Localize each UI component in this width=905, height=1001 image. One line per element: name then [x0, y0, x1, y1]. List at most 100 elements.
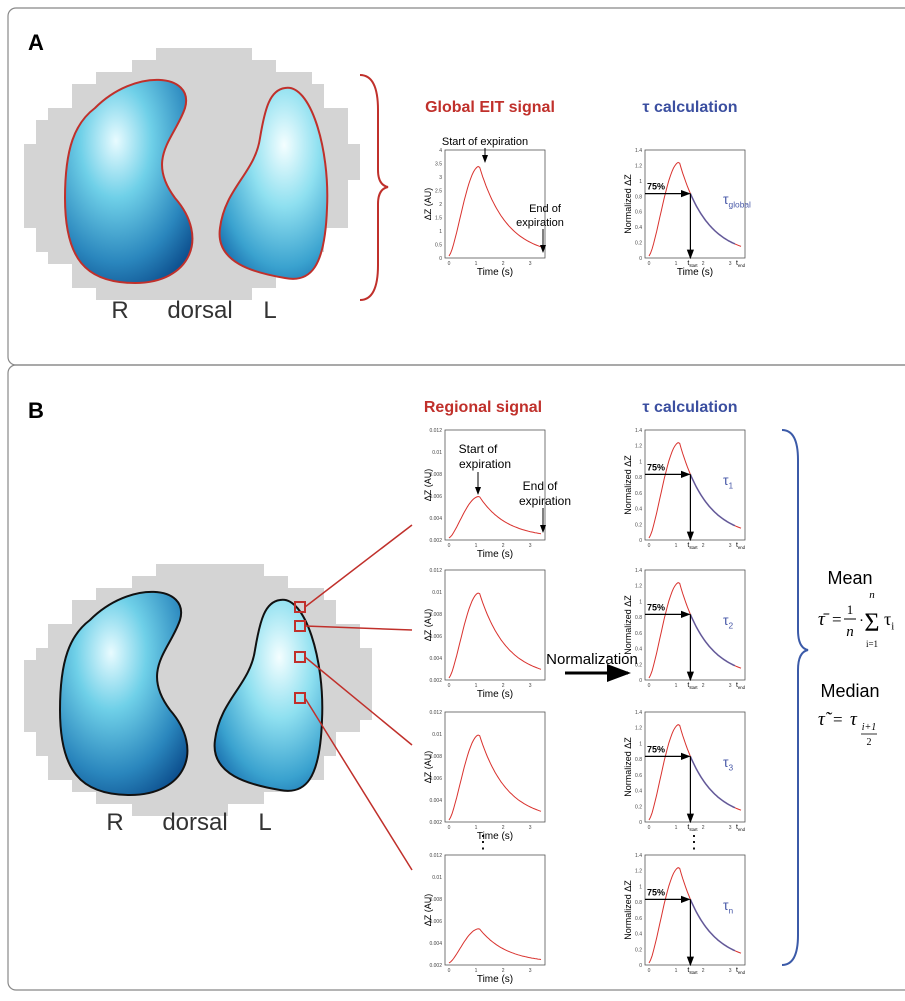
t-end: tend: [736, 824, 746, 832]
y-axis-label: ΔZ (AU): [423, 609, 433, 642]
figure: A Rdorsal L Global EIT signal τ calculation 0…: [0, 0, 905, 996]
x-tick-label: 3: [729, 968, 732, 974]
annotation: Start of expiration: [442, 136, 528, 148]
y-tick-label: 3: [439, 175, 442, 181]
y-tick-label: 0.2: [635, 522, 642, 528]
annotation: expiration: [459, 457, 511, 471]
x-axis-label: Time (s): [477, 689, 513, 700]
y-tick-label: 1: [639, 459, 642, 465]
y-tick-label: 0: [639, 256, 642, 262]
y-tick-label: 0.012: [429, 710, 442, 716]
y-tick-label: 1: [439, 229, 442, 235]
y-tick-label: 4: [439, 148, 442, 154]
plot-title: τ calculation: [642, 399, 737, 416]
x-tick-label: 0: [448, 968, 451, 974]
y-axis-label: ΔZ (AU): [423, 188, 433, 221]
t-start: tstart: [687, 542, 698, 550]
y-axis-label: Normalized ΔZ: [623, 455, 633, 515]
y-tick-label: 0.012: [429, 568, 442, 574]
percent-label: 75%: [647, 887, 665, 897]
t-start-sub: start: [689, 970, 698, 975]
t-end-sub: end: [738, 827, 746, 832]
tau-label-sub: global: [729, 200, 751, 210]
x-axis-label: Time (s): [477, 267, 513, 278]
y-axis-label: ΔZ (AU): [423, 894, 433, 927]
x-tick-label: 1: [675, 968, 678, 974]
x-tick-label: 3: [729, 683, 732, 689]
t-start-sub: start: [689, 685, 698, 690]
t-end-sub: end: [738, 545, 746, 550]
y-tick-label: 0: [639, 820, 642, 826]
y-tick-label: 0: [639, 538, 642, 544]
plot-title: Global EIT signal: [425, 99, 555, 116]
t-end: tend: [736, 542, 746, 550]
plot-frame: [445, 570, 545, 680]
annotation: expiration: [519, 494, 571, 508]
plot-title: τ calculation: [642, 99, 737, 116]
formula: ·: [859, 613, 864, 629]
lung-label-l: L: [263, 297, 276, 324]
annotation: expiration: [516, 217, 564, 229]
y-tick-label: 0.002: [429, 538, 442, 544]
x-tick-label: 1: [675, 683, 678, 689]
y-tick-label: 1: [639, 884, 642, 890]
t-start: tstart: [687, 682, 698, 690]
y-tick-label: 0: [639, 963, 642, 969]
x-tick-label: 0: [648, 261, 651, 267]
y-tick-label: 0.6: [635, 916, 642, 922]
y-tick-label: 0.6: [635, 631, 642, 637]
y-tick-label: 0.01: [432, 450, 442, 456]
x-tick-label: 2: [702, 968, 705, 974]
y-axis-label: Normalized ΔZ: [623, 880, 633, 940]
y-tick-label: 0.8: [635, 194, 642, 200]
y-tick-label: 2.5: [435, 189, 442, 195]
y-tick-label: 1.5: [435, 216, 442, 222]
y-tick-label: 1: [639, 179, 642, 185]
y-tick-label: 1.2: [635, 869, 642, 875]
y-tick-label: 1.4: [635, 568, 642, 574]
t-start-sub: start: [689, 545, 698, 550]
formula: 1: [847, 602, 854, 617]
x-tick-label: 1: [675, 543, 678, 549]
percent-label: 75%: [647, 602, 665, 612]
y-tick-label: 0.6: [635, 210, 642, 216]
lung-label-dorsal: dorsal: [167, 297, 232, 324]
y-tick-label: 0.8: [635, 757, 642, 763]
t-end-sub: end: [738, 685, 746, 690]
plot-frame: [445, 712, 545, 822]
ellipsis: ⋮: [474, 832, 492, 852]
lung-label-dorsal: dorsal: [162, 809, 227, 836]
y-tick-label: 0.012: [429, 428, 442, 434]
x-tick-label: 3: [729, 543, 732, 549]
t-end: tend: [736, 682, 746, 690]
y-tick-label: 0.004: [429, 516, 442, 522]
y-tick-label: 0.6: [635, 491, 642, 497]
brace: [782, 430, 808, 965]
y-tick-label: 0: [639, 678, 642, 684]
y-axis-label: Normalized ΔZ: [623, 595, 633, 655]
x-tick-label: 0: [648, 825, 651, 831]
y-tick-label: 1.2: [635, 163, 642, 169]
y-axis-label: Normalized ΔZ: [623, 174, 633, 234]
formula: n: [846, 624, 854, 640]
panel-label: A: [28, 30, 44, 55]
x-tick-label: 3: [529, 543, 532, 549]
x-tick-label: 0: [448, 543, 451, 549]
y-tick-label: 1.4: [635, 428, 642, 434]
y-axis-label: Normalized ΔZ: [623, 737, 633, 797]
x-tick-label: 3: [729, 825, 732, 831]
ellipsis: ⋮: [685, 832, 703, 852]
lung-label-r: R: [106, 809, 123, 836]
formula: =: [833, 710, 843, 729]
y-tick-label: 0.004: [429, 798, 442, 804]
formula: n: [869, 589, 875, 601]
formula: Σ: [864, 608, 879, 637]
x-tick-label: 0: [648, 543, 651, 549]
formula: τ̄: [818, 609, 830, 630]
percent-label: 75%: [647, 182, 665, 192]
formula: τi: [884, 609, 894, 633]
x-tick-label: 2: [702, 683, 705, 689]
formula: 2: [867, 737, 872, 748]
y-tick-label: 0.002: [429, 963, 442, 969]
y-tick-label: 0.01: [432, 590, 442, 596]
